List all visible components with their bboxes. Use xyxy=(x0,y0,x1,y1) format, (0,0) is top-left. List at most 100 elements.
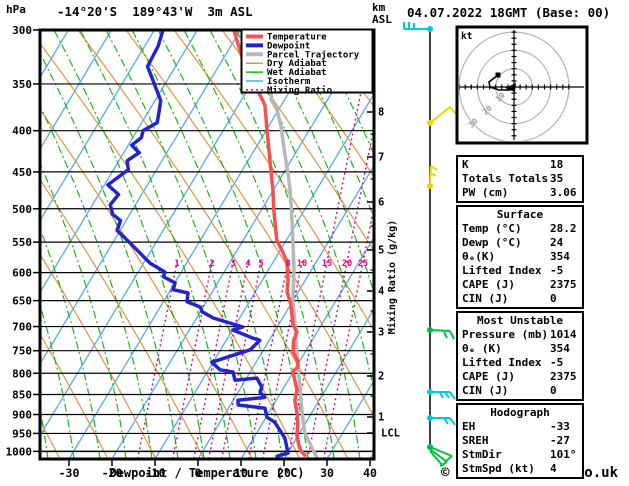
info-row-value: 354 xyxy=(550,250,570,263)
pressure-axis-unit: hPa xyxy=(6,3,26,16)
mixing-ratio-value-label: 2 xyxy=(209,259,214,269)
legend-label: Parcel Trajectory xyxy=(267,49,360,60)
info-row-label: CAPE (J) xyxy=(462,278,515,291)
legend-label: Isotherm xyxy=(267,77,311,87)
info-row: EH -33 xyxy=(458,420,582,434)
info-row: θₑ (K) 354 xyxy=(458,342,582,356)
pressure-tick-label: 400 xyxy=(12,125,32,138)
info-row-value: -27 xyxy=(550,434,570,447)
wind-barbs xyxy=(403,22,457,467)
pressure-tick-label: 550 xyxy=(12,236,32,249)
station-title: -14°20'S 189°43'W 3m ASL xyxy=(57,4,253,19)
info-row: Totals Totals 35 xyxy=(458,172,582,186)
info-row-label: Pressure (mb) xyxy=(462,328,549,341)
legend-label: Wet Adiabat xyxy=(267,67,327,78)
info-row: StmDir 101° xyxy=(458,448,582,462)
mixing-ratio-labels: 1 2 3 4 5 8 10 15 20 25 xyxy=(174,259,368,269)
temperature-axis: -30 -20 -10 0 10 20 30 40 xyxy=(59,460,377,480)
legend-label: Mixing Ratio xyxy=(267,85,332,96)
lcl-label: LCL xyxy=(381,428,400,440)
altitude-tick-label: 8 xyxy=(378,107,384,119)
temperature-tick-label: -10 xyxy=(145,466,166,480)
parcel-trajectory-curve xyxy=(269,91,319,459)
temperature-axis-label: Dewpoint / Temperature (°C) xyxy=(109,466,305,480)
info-row: Lifted Index -5 xyxy=(458,264,582,278)
info-row-value: 18 xyxy=(550,158,564,171)
altitude-tick-label: 6 xyxy=(378,197,384,209)
info-row-value: 354 xyxy=(550,342,570,355)
mixing-ratio-value-label: 5 xyxy=(258,259,263,269)
info-row-label: StmSpd (kt) xyxy=(462,462,535,475)
wind-barb xyxy=(403,22,433,32)
altitude-axis-unit: km ASL xyxy=(372,2,392,25)
wind-barb xyxy=(427,165,438,189)
altitude-tick-label: 3 xyxy=(378,327,384,339)
mixing-ratio-value-label: 3 xyxy=(230,259,235,269)
legend-label: Dry Adiabat xyxy=(267,58,327,69)
info-row: StmSpd (kt) 4 xyxy=(458,462,582,476)
legend-label: Dewpoint xyxy=(267,40,310,51)
isotherm-lines xyxy=(40,30,374,459)
run-datetime: 04.07.2022 18GMT (Base: 00) xyxy=(407,5,611,20)
info-row: K 18 xyxy=(458,158,582,172)
info-row-label: CAPE (J) xyxy=(462,370,515,383)
mixing-ratio-value-label: 1 xyxy=(174,259,179,269)
pressure-tick-label: 900 xyxy=(12,409,32,422)
altitude-tick-label: 4 xyxy=(378,286,384,298)
pressure-tick-label: 800 xyxy=(12,367,32,380)
info-box-title: Hodograph xyxy=(490,406,550,419)
info-row-value: 28.2 xyxy=(550,222,577,235)
mixing-ratio-value-label: 8 xyxy=(285,259,290,269)
info-box-title: Most Unstable xyxy=(476,314,564,327)
plot-area xyxy=(40,30,374,459)
info-row-value: 35 xyxy=(550,172,564,185)
info-row-value: 1014 xyxy=(550,328,577,341)
pressure-tick-label: 450 xyxy=(12,166,32,179)
info-row-value: 0 xyxy=(550,292,557,305)
info-box: K 18 Totals Totals 35 PW (cm) 3.06 xyxy=(456,155,584,203)
info-box-title: Surface xyxy=(496,208,544,221)
mixing-ratio-value-label: 20 xyxy=(342,259,352,269)
info-box: Hodograph EH -33 SREH -27 StmDir 101° StmSpd (k… xyxy=(456,403,584,479)
dewpoint-curve xyxy=(106,30,290,458)
temperature-tick-label: 10 xyxy=(234,466,248,480)
altitude-tick-label: 7 xyxy=(378,152,384,164)
pressure-axis: 300 350 400 450 500 550 600 650 700 750 800 850 900 9… xyxy=(6,24,40,458)
temperature-curve xyxy=(232,30,307,457)
info-row-label: CIN (J) xyxy=(462,384,509,397)
info-panel: K 18 Totals Totals 35 PW (cm) 3.06 Surface Temp… xyxy=(456,155,584,479)
pressure-tick-label: 600 xyxy=(12,267,32,280)
info-row-value: -5 xyxy=(550,264,564,277)
info-row: CAPE (J) 2375 xyxy=(458,370,582,384)
info-row-value: 0 xyxy=(550,384,557,397)
mixing-ratio-value-label: 4 xyxy=(245,259,250,269)
mixing-ratio-value-label: 15 xyxy=(322,259,332,269)
wet-adiabat-lines xyxy=(40,30,374,459)
wind-barb xyxy=(427,106,457,126)
hodograph-arrow xyxy=(505,83,516,92)
temperature-tick-label: 20 xyxy=(277,466,291,480)
info-row: CAPE (J) 2375 xyxy=(458,278,582,292)
temperature-tick-label: 40 xyxy=(363,466,377,480)
pressure-tick-label: 650 xyxy=(12,295,32,308)
info-row: θₑ(K) 354 xyxy=(458,250,582,264)
info-row-label: StmDir xyxy=(462,448,502,461)
info-row-label: Dewp (°C) xyxy=(462,236,522,249)
pressure-tick-label: 750 xyxy=(12,345,32,358)
info-row-value: 24 xyxy=(550,236,564,249)
pressure-tick-label: 850 xyxy=(12,389,32,402)
info-row-label: Temp (°C) xyxy=(462,222,522,235)
info-row: PW (cm) 3.06 xyxy=(458,186,582,200)
info-row-label: Lifted Index xyxy=(462,264,542,277)
mixing-ratio-value-label: 25 xyxy=(358,259,368,269)
pressure-tick-label: 500 xyxy=(12,203,32,216)
pressure-tick-label: 1000 xyxy=(6,445,33,458)
altitude-unit-km: km xyxy=(372,1,386,14)
pressure-tick-label: 300 xyxy=(12,24,32,37)
info-row-label: PW (cm) xyxy=(462,186,509,199)
info-row: Lifted Index -5 xyxy=(458,356,582,370)
